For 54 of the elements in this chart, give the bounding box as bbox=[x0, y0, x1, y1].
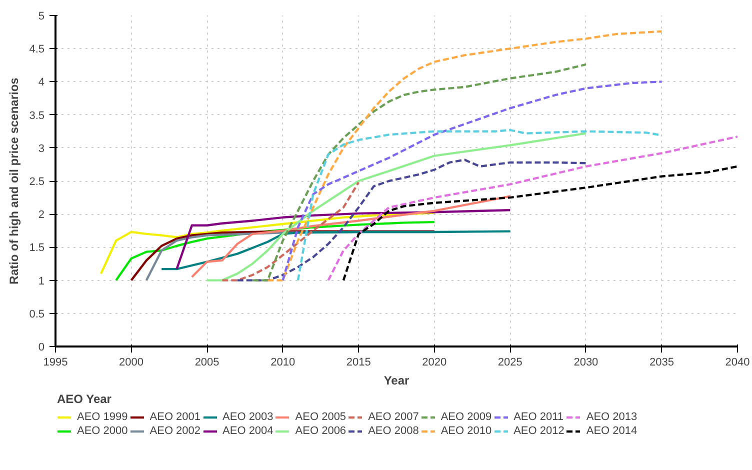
line-series bbox=[176, 209, 512, 270]
x-tick-label: 2035 bbox=[649, 356, 674, 368]
y-tick-label: 1 bbox=[38, 275, 45, 288]
y-tick-label: 4.5 bbox=[29, 44, 45, 56]
y-tick-label: 0.5 bbox=[29, 308, 45, 320]
legend-label: AEO 2012 bbox=[514, 425, 564, 437]
legend-label: AEO 2000 bbox=[77, 425, 128, 437]
line-series bbox=[190, 195, 512, 278]
legend-label: AEO 2011 bbox=[514, 411, 564, 423]
legend-label: AEO 2014 bbox=[586, 425, 638, 437]
legend-label: AEO 2004 bbox=[222, 425, 274, 437]
x-tick-label: 2015 bbox=[346, 356, 371, 368]
y-tick-label: 0 bbox=[38, 342, 45, 354]
line-series bbox=[342, 165, 738, 282]
line-series bbox=[266, 30, 663, 282]
legend-label: AEO 2007 bbox=[368, 411, 419, 423]
legend-label: AEO 2006 bbox=[295, 425, 346, 437]
line-series bbox=[221, 181, 360, 282]
line-series bbox=[251, 63, 588, 282]
legend-label: AEO 2005 bbox=[295, 411, 346, 423]
y-tick-label: 2.5 bbox=[29, 176, 45, 188]
y-tick-label: 4 bbox=[38, 76, 45, 89]
x-tick-label: 2005 bbox=[194, 356, 220, 368]
x-tick-label: 2040 bbox=[725, 356, 750, 368]
legend-label: AEO 2013 bbox=[586, 411, 638, 423]
legend-label: AEO 2009 bbox=[440, 411, 492, 423]
legend-label: AEO 1999 bbox=[77, 411, 128, 423]
x-tick-label: 2010 bbox=[270, 356, 296, 368]
legend-title: AEO Year bbox=[57, 392, 112, 406]
y-tick-label: 3.5 bbox=[29, 110, 45, 122]
y-tick-label: 3 bbox=[38, 142, 45, 155]
legend-label: AEO 2008 bbox=[368, 425, 419, 437]
line-series bbox=[282, 80, 663, 282]
legend-label: AEO 2010 bbox=[440, 425, 492, 437]
legend-label: AEO 2003 bbox=[222, 411, 274, 423]
line-series bbox=[160, 230, 512, 270]
line-series bbox=[115, 220, 436, 282]
y-tick-label: 1.5 bbox=[29, 242, 45, 254]
x-tick-label: 2030 bbox=[574, 356, 598, 368]
x-tick-label: 1995 bbox=[43, 356, 68, 368]
x-axis-title: Year bbox=[384, 374, 410, 388]
y-axis-title: Ratio of high and oil price scenarios bbox=[7, 77, 22, 284]
line-series bbox=[206, 132, 588, 282]
line-series bbox=[100, 212, 436, 275]
x-tick-label: 2000 bbox=[119, 356, 144, 368]
y-tick-label: 5 bbox=[38, 10, 45, 22]
line-series bbox=[296, 128, 663, 282]
y-tick-label: 2 bbox=[38, 209, 45, 222]
line-series bbox=[327, 136, 738, 282]
line-series bbox=[236, 158, 588, 282]
x-tick-label: 2020 bbox=[422, 356, 447, 368]
legend-label: AEO 2002 bbox=[150, 425, 201, 437]
x-tick-label: 2025 bbox=[498, 356, 522, 368]
legend-label: AEO 2001 bbox=[150, 411, 201, 423]
